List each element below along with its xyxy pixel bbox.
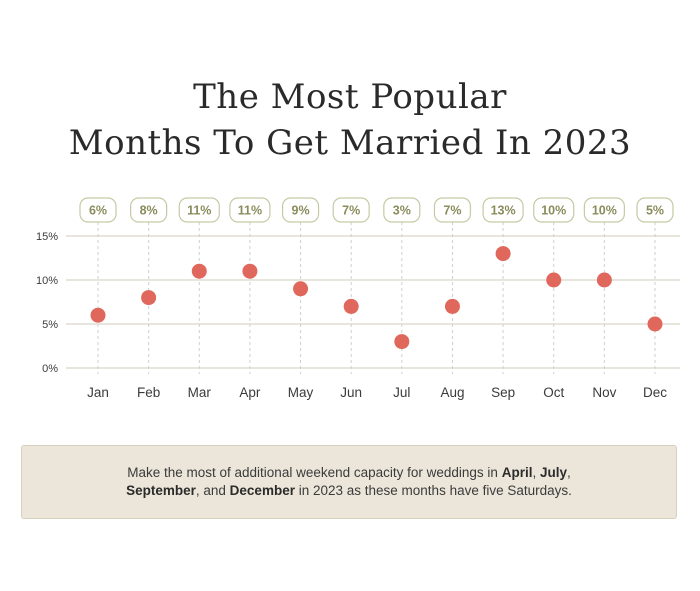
data-point [444, 298, 460, 314]
note-month-september: September [126, 483, 196, 498]
weekend-capacity-note: Make the most of additional weekend capa… [21, 445, 677, 519]
note-text-part-1: Make the most of additional weekend capa… [127, 465, 502, 480]
data-point [293, 281, 309, 297]
data-label-pill [281, 197, 320, 223]
data-point [191, 263, 207, 279]
y-tick-label: 10% [36, 275, 58, 287]
x-tick-label: Apr [239, 385, 261, 400]
data-label: 7% [342, 204, 360, 218]
data-label: 8% [140, 204, 158, 218]
data-label-pill [433, 197, 472, 223]
scatter-chart: 0% 5% 10% 15% 6% Jan 8% Feb 11% Mar 11% Apr 9% May 7% J… [36, 197, 680, 400]
chart-title: The Most Popular Months To Get Married I… [0, 74, 700, 166]
data-label: 11% [238, 204, 262, 218]
data-label: 3% [393, 204, 411, 218]
data-label-pill [533, 197, 575, 223]
x-tick-label: May [288, 385, 314, 400]
data-label: 9% [292, 204, 310, 218]
y-tick-label: 0% [42, 363, 58, 375]
data-point [495, 246, 511, 262]
x-tick-label: Dec [643, 385, 667, 400]
data-label-pill [79, 197, 117, 223]
note-month-april: April [501, 465, 533, 480]
note-month-december: December [229, 483, 295, 498]
data-label-pill [636, 197, 674, 223]
data-point [394, 334, 410, 350]
x-tick-label: Sep [491, 385, 515, 400]
data-label: 10% [541, 204, 566, 218]
data-label-pill [482, 197, 524, 223]
data-point [647, 316, 663, 332]
x-tick-label: Jun [340, 385, 362, 400]
data-point [343, 298, 359, 314]
data-point [141, 290, 157, 306]
data-point [90, 307, 106, 323]
note-separator: , [532, 465, 540, 480]
data-point [596, 272, 612, 288]
chart-title-line-2: Months To Get Married In 2023 [68, 123, 632, 163]
x-tick-label: Aug [440, 385, 464, 400]
y-tick-label: 15% [36, 231, 58, 243]
x-tick-label: Mar [188, 385, 212, 400]
data-label-pill [229, 197, 271, 223]
y-tick-label: 5% [42, 319, 58, 331]
data-point [242, 263, 258, 279]
note-separator: , [567, 465, 571, 480]
data-label: 13% [491, 204, 516, 218]
chart-title-line-1: The Most Popular [193, 77, 507, 117]
x-tick-label: Nov [592, 385, 616, 400]
data-label-pill [583, 197, 625, 223]
data-point [546, 272, 562, 288]
x-tick-label: Feb [137, 385, 160, 400]
data-label: 7% [443, 204, 461, 218]
data-label-pill [332, 197, 370, 223]
x-tick-label: Oct [543, 385, 564, 400]
data-label: 5% [646, 204, 664, 218]
data-label: 11% [187, 204, 211, 218]
x-tick-label: Jul [393, 385, 410, 400]
data-label: 10% [592, 204, 617, 218]
x-tick-label: Jan [87, 385, 109, 400]
data-label-pill [130, 197, 168, 223]
data-label-pill [178, 197, 220, 223]
data-label-pill [383, 197, 421, 223]
note-month-july: July [539, 465, 567, 480]
note-text-part-2: in 2023 as these months have five Saturd… [294, 483, 572, 498]
note-text: Make the most of additional weekend capa… [102, 464, 596, 500]
note-separator: , and [195, 483, 230, 498]
data-label: 6% [89, 204, 107, 218]
